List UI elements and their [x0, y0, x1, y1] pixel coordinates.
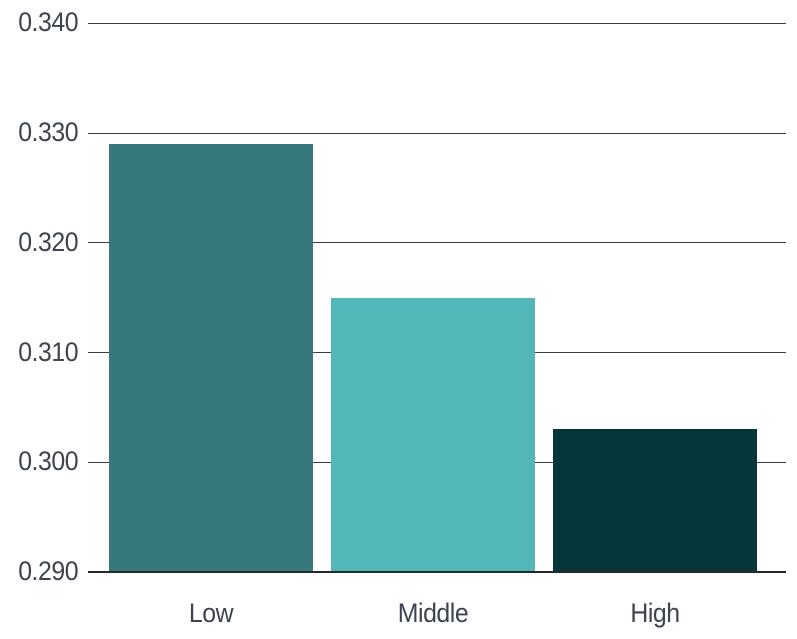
- gridline: [88, 242, 786, 244]
- y-tick-label: 0.340: [18, 7, 78, 38]
- x-tick-label-low: Low: [188, 598, 234, 628]
- gridline: [88, 22, 786, 24]
- x-axis-line: [88, 571, 786, 573]
- gridline: [88, 132, 786, 134]
- bar-high: [553, 429, 757, 571]
- x-tick-label-high: High: [630, 598, 680, 628]
- y-tick-label: 0.320: [18, 226, 78, 257]
- bar-middle: [331, 297, 535, 571]
- x-tick-label-middle: Middle: [397, 598, 469, 628]
- y-tick-label: 0.300: [18, 446, 78, 477]
- y-tick-label: 0.310: [18, 336, 78, 367]
- y-tick-label: 0.290: [18, 556, 78, 586]
- y-tick-label: 0.330: [18, 117, 78, 147]
- bar-low: [109, 143, 313, 571]
